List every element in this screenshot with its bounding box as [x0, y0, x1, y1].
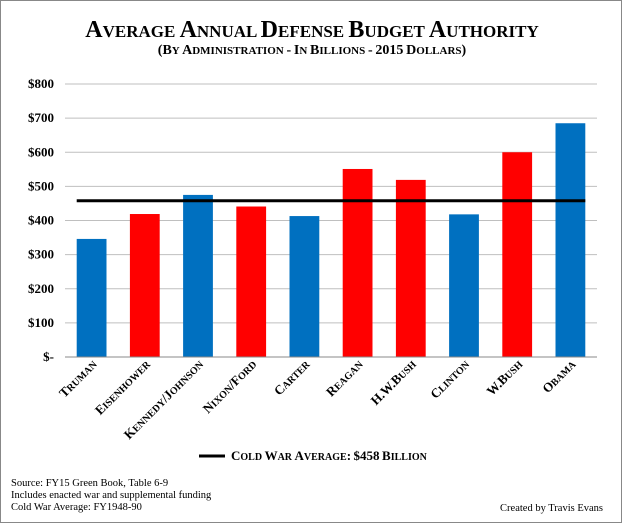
cold-war-range-note: Cold War Average: FY1948-90: [11, 502, 142, 513]
bar: [502, 152, 533, 357]
y-tick-label: $100: [28, 315, 54, 330]
x-category-label: CLINTON: [427, 356, 473, 402]
chart-title: AVERAGE ANNUAL DEFENSE BUDGET AUTHORITY: [85, 17, 539, 43]
x-category-label: OBAMA: [539, 356, 579, 396]
bar: [342, 168, 373, 357]
x-category-label: REAGAN: [323, 356, 366, 399]
y-tick-label: $500: [28, 178, 54, 193]
legend: COLD WAR AVERAGE: $458 BILLION: [199, 448, 428, 463]
author-credit: Created by Travis Evans: [500, 503, 603, 514]
bar: [236, 206, 267, 357]
x-category-label: NIXON/FORD: [200, 357, 260, 417]
source-note: Source: FY15 Green Book, Table 6-9: [11, 478, 169, 489]
legend-label: COLD WAR AVERAGE: $458 BILLION: [231, 448, 428, 463]
bar: [183, 194, 213, 357]
bar: [289, 216, 320, 357]
x-category-label: KENNEDY/JOHNSON: [121, 356, 207, 442]
x-category-label: EISENHOWER: [92, 356, 154, 418]
source-notes: Source: FY15 Green Book, Table 6-9 Inclu…: [11, 478, 211, 514]
chart-subtitle: (BY ADMINISTRATION - IN BILLIONS - 2015 …: [158, 43, 467, 58]
y-tick-label: $200: [28, 281, 54, 296]
bars: [76, 123, 586, 358]
y-tick-label: $300: [28, 247, 54, 262]
y-tick-label: $400: [28, 213, 54, 228]
y-tick-label: $800: [28, 76, 54, 91]
y-tick-label: $700: [28, 110, 54, 125]
bar: [129, 214, 160, 357]
y-axis-tick-labels: $- $100 $200 $300 $400 $500 $600 $700 $800: [28, 76, 54, 364]
y-tick-label: $-: [43, 349, 54, 364]
x-axis-category-labels: TRUMANEISENHOWERKENNEDY/JOHNSONNIXON/FOR…: [56, 356, 579, 442]
bar: [395, 179, 426, 357]
bar: [555, 123, 586, 358]
bar: [449, 214, 479, 357]
x-category-label: TRUMAN: [56, 356, 100, 400]
war-funding-note: Includes enacted war and supplemental fu…: [11, 490, 212, 501]
x-category-label: CARTER: [271, 356, 313, 398]
y-tick-label: $600: [28, 144, 54, 159]
bar: [76, 238, 107, 357]
x-category-label: H.W.BUSH: [368, 356, 420, 408]
x-category-label: W.BUSH: [483, 356, 525, 398]
